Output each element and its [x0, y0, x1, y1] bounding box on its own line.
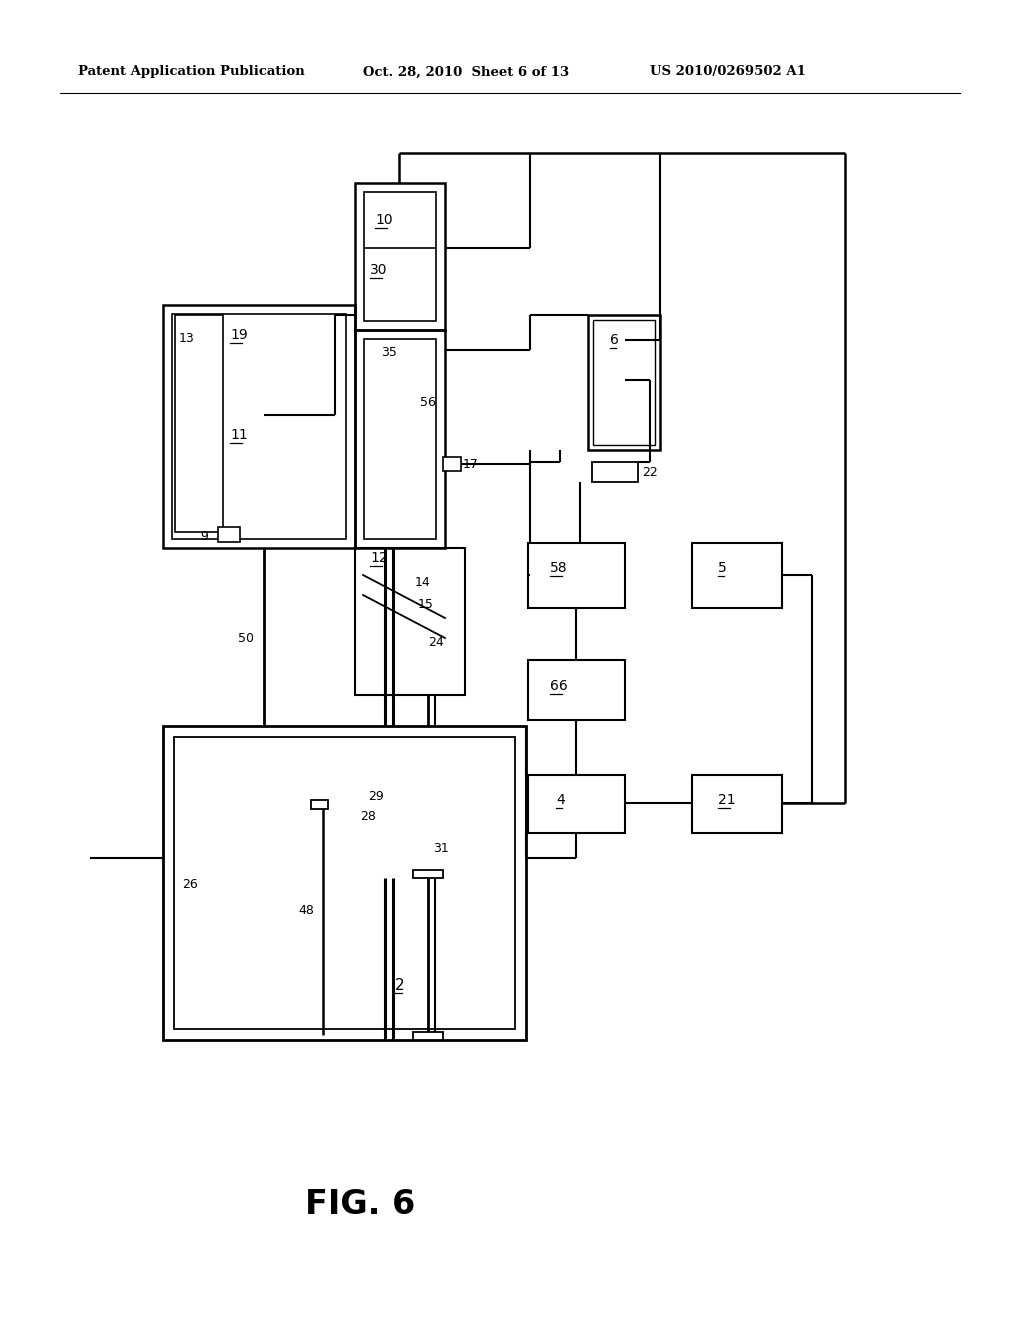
Text: Oct. 28, 2010  Sheet 6 of 13: Oct. 28, 2010 Sheet 6 of 13 [362, 66, 569, 78]
Bar [355, 330, 445, 548]
Bar [528, 543, 625, 609]
Text: 4: 4 [556, 793, 565, 807]
Bar [355, 191, 364, 321]
Bar [163, 305, 355, 548]
Text: 9: 9 [200, 531, 208, 544]
Bar [588, 315, 660, 450]
Bar [218, 527, 240, 543]
Text: 21: 21 [718, 793, 735, 807]
Text: US 2010/0269502 A1: US 2010/0269502 A1 [650, 66, 806, 78]
Text: 56: 56 [420, 396, 436, 409]
Text: 19: 19 [230, 327, 248, 342]
Text: 66: 66 [550, 678, 567, 693]
Text: 35: 35 [381, 346, 397, 359]
Text: 26: 26 [182, 879, 198, 891]
Bar [413, 870, 443, 878]
Text: 13: 13 [179, 331, 195, 345]
Bar [355, 183, 445, 191]
Bar [163, 737, 174, 1030]
Text: 58: 58 [550, 561, 567, 576]
Bar [364, 339, 436, 539]
Bar [163, 314, 172, 539]
Text: 30: 30 [370, 263, 387, 277]
Text: FIG. 6: FIG. 6 [305, 1188, 416, 1221]
Text: 31: 31 [433, 842, 449, 854]
Text: 14: 14 [415, 576, 431, 589]
Bar [355, 339, 364, 539]
Bar [515, 737, 526, 1030]
Bar [163, 539, 355, 548]
Text: Patent Application Publication: Patent Application Publication [78, 66, 305, 78]
Text: 28: 28 [360, 809, 376, 822]
Bar [172, 314, 346, 539]
Text: 6: 6 [610, 333, 618, 347]
Bar [163, 726, 526, 1040]
Bar [174, 737, 515, 1030]
Bar [163, 305, 355, 548]
Bar [436, 339, 445, 539]
Bar [692, 775, 782, 833]
Bar [355, 183, 445, 330]
Text: 22: 22 [642, 466, 657, 479]
Text: 50: 50 [238, 631, 254, 644]
Bar [443, 457, 461, 471]
Text: 29: 29 [368, 789, 384, 803]
Bar [163, 305, 355, 314]
Bar [175, 315, 223, 532]
Bar [346, 314, 355, 539]
Text: 11: 11 [230, 428, 248, 442]
Bar [413, 1032, 443, 1040]
Bar [163, 726, 526, 737]
Text: 48: 48 [298, 903, 314, 916]
Bar [364, 191, 436, 321]
Bar [311, 800, 328, 809]
Bar [528, 660, 625, 719]
Bar [163, 1030, 526, 1040]
Text: 17: 17 [463, 458, 479, 471]
Text: 24: 24 [428, 636, 443, 649]
Text: 2: 2 [395, 978, 404, 993]
Bar [355, 321, 445, 330]
Bar [355, 539, 445, 548]
Text: 5: 5 [718, 561, 727, 576]
Bar [593, 319, 655, 445]
Bar [355, 330, 445, 548]
Bar [436, 191, 445, 321]
Bar [592, 462, 638, 482]
Text: 12: 12 [370, 550, 388, 565]
Bar [355, 548, 465, 696]
Bar [692, 543, 782, 609]
Bar [355, 183, 445, 330]
Bar [355, 330, 445, 339]
Bar [528, 775, 625, 833]
Text: 10: 10 [375, 213, 392, 227]
Text: 15: 15 [418, 598, 434, 611]
Bar [163, 726, 526, 1040]
